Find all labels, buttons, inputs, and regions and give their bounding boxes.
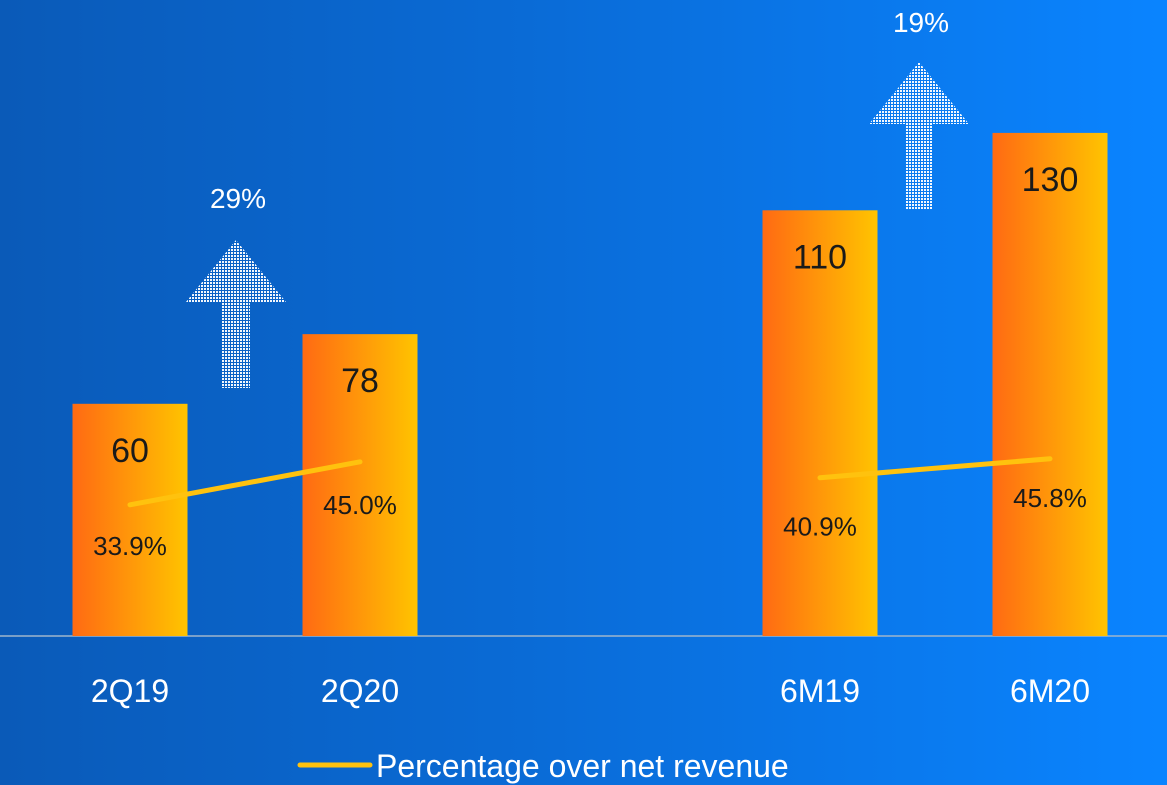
percentage-label: 45.0% xyxy=(323,490,397,520)
growth-arrow-icon xyxy=(186,240,286,388)
bar-value-label: 78 xyxy=(341,362,379,400)
bar-6m20 xyxy=(992,132,1108,636)
percentage-line-segment-2 xyxy=(817,456,1053,481)
bar-2q19 xyxy=(72,403,188,636)
percentage-label: 33.9% xyxy=(93,531,167,561)
category-label: 6M19 xyxy=(780,673,860,709)
category-label: 2Q19 xyxy=(91,673,169,709)
percentage-label: 40.9% xyxy=(783,512,857,542)
growth-label: 29% xyxy=(210,183,266,214)
bar-value-label: 110 xyxy=(793,238,847,276)
legend-label: Percentage over net revenue xyxy=(376,748,789,784)
growth-arrow-icon xyxy=(869,62,969,210)
bar-2q20 xyxy=(302,334,418,636)
category-label: 2Q20 xyxy=(321,673,399,709)
bar-value-label: 60 xyxy=(111,432,149,470)
growth-label: 19% xyxy=(893,7,949,38)
bar-6m19 xyxy=(762,210,878,637)
percentage-label: 45.8% xyxy=(1013,483,1087,513)
category-label: 6M20 xyxy=(1010,673,1090,709)
percentage-line-segment-1 xyxy=(127,459,363,508)
bar-value-label: 130 xyxy=(1022,161,1079,199)
legend: Percentage over net revenue xyxy=(297,748,789,784)
